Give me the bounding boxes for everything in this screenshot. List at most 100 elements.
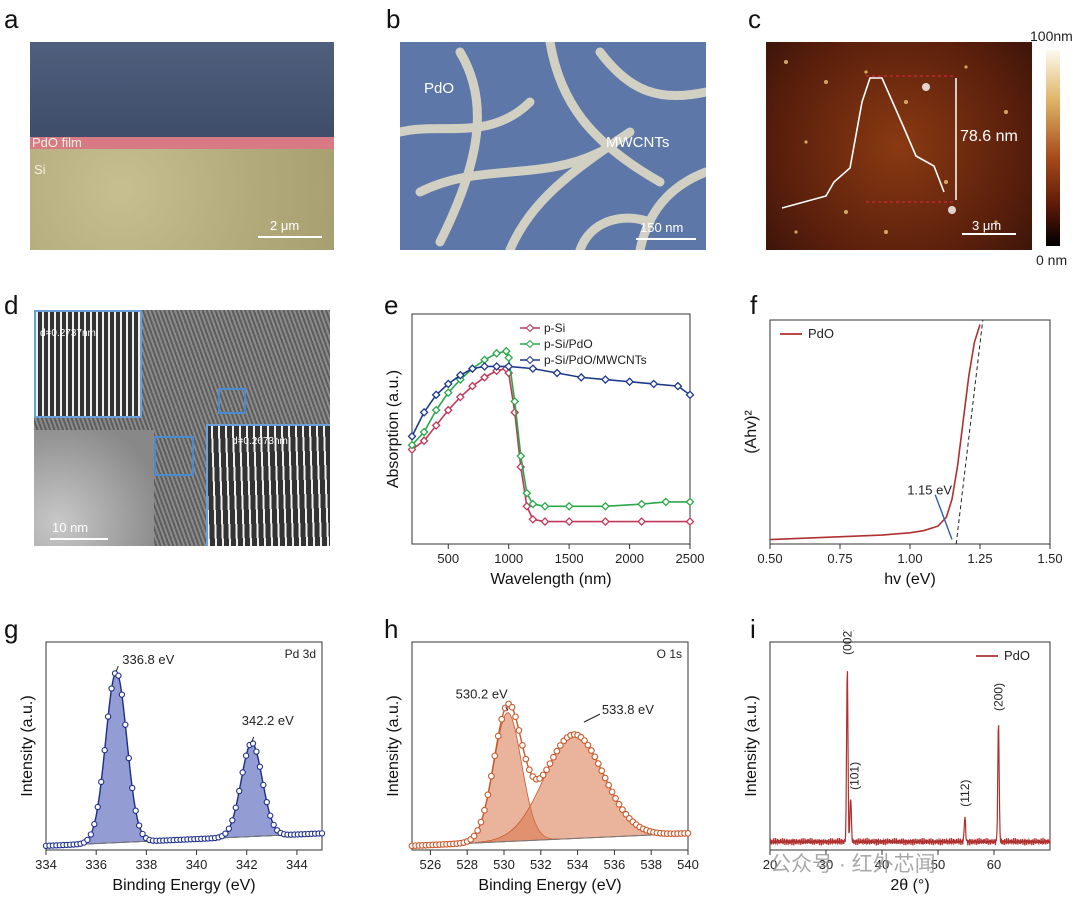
data-point — [256, 763, 264, 770]
colorbar-max-label: 100nm — [1030, 28, 1073, 44]
data-point — [591, 753, 599, 761]
data-point — [407, 440, 417, 450]
data-point — [132, 807, 139, 814]
data-point — [122, 721, 129, 728]
data-point — [125, 754, 132, 762]
data-point — [608, 788, 616, 796]
scale-bar-label: 2 μm — [270, 218, 300, 233]
data-point — [525, 766, 533, 774]
x-tick-label: 50 — [931, 857, 945, 872]
data-point — [594, 760, 602, 767]
peak-label: (112) — [958, 780, 972, 807]
data-point — [94, 803, 101, 811]
data-point — [501, 704, 509, 712]
data-point — [455, 392, 465, 402]
tangent-line — [955, 319, 984, 545]
x-tick-label: 344 — [286, 857, 308, 872]
data-point — [492, 348, 502, 358]
data-point — [600, 501, 610, 511]
data-point — [546, 760, 554, 768]
data-point — [550, 753, 557, 761]
data-point — [601, 774, 609, 782]
amorphous-region — [34, 430, 154, 546]
data-point — [625, 377, 634, 387]
data-point — [455, 370, 465, 380]
watermark: 公众号 · 红外芯闻 — [770, 853, 936, 876]
legend-marker — [525, 323, 535, 333]
data-point — [552, 368, 562, 378]
data-point — [487, 772, 495, 780]
data-point — [543, 766, 550, 774]
x-tick-label: 2500 — [676, 551, 705, 566]
data-point — [501, 346, 511, 356]
pdo-film-band — [30, 137, 334, 149]
data-point — [637, 517, 647, 526]
data-point — [673, 381, 683, 391]
data-point — [249, 740, 257, 747]
data-point — [581, 737, 588, 744]
peak-label: (200) — [991, 683, 1005, 711]
data-point — [564, 517, 574, 526]
x-tick-label: 0.75 — [827, 551, 852, 566]
chart-f-tauc-plot: 0.50 0.75 1.00 1.25 1.50 hv (eV) (Ahv)² 1.15 eV… — [743, 319, 1063, 588]
x-tick-label: 20 — [763, 857, 777, 872]
data-point — [481, 806, 488, 814]
data-point — [649, 379, 659, 389]
data-point — [431, 405, 441, 415]
x-tick-label: 338 — [136, 857, 158, 872]
data-point — [605, 781, 612, 789]
x-tick-label: 526 — [420, 857, 442, 872]
panel-letter-h: h — [384, 614, 399, 644]
data-point — [540, 517, 550, 526]
legend-label: PdO — [808, 326, 834, 341]
data-point — [685, 497, 695, 507]
nanotube-texture — [400, 42, 706, 250]
data-point — [242, 752, 250, 759]
data-point — [576, 372, 586, 382]
x-tick-label: 1500 — [555, 551, 584, 566]
x-tick-label: 60 — [987, 857, 1001, 872]
peak-arrow — [251, 736, 255, 743]
pdo-label: PdO — [424, 80, 455, 97]
data-point — [229, 817, 236, 824]
x-tick-label: 534 — [567, 857, 589, 872]
data-point — [407, 431, 417, 441]
x-tick-label: 536 — [604, 857, 626, 872]
data-point — [91, 821, 98, 828]
x-tick-label: 1.50 — [1037, 551, 1062, 566]
data-point — [510, 396, 520, 406]
data-point — [431, 390, 441, 400]
data-point — [232, 804, 239, 811]
x-axis-label: Binding Energy (eV) — [112, 877, 255, 894]
mwcnts-label: MWCNTs — [606, 134, 670, 151]
data-point — [468, 381, 477, 391]
peak-label: 342.2 eV — [242, 713, 294, 728]
x-tick-label: 538 — [640, 857, 662, 872]
data-point — [522, 755, 530, 763]
x-tick-label: 1.25 — [967, 551, 992, 566]
x-axis-label: Wavelength (nm) — [490, 571, 611, 588]
x-axis-label: Binding Energy (eV) — [478, 877, 621, 894]
panel-letter-f: f — [750, 290, 758, 320]
x-tick-label: 336 — [85, 857, 107, 872]
x-axis-label: hv (eV) — [884, 571, 936, 588]
d-spacing-1-label: d=0.2737nm — [40, 328, 96, 339]
data-point — [139, 830, 146, 838]
x-tick-label: 40 — [875, 857, 889, 872]
scale-bar-label: 10 nm — [52, 520, 89, 535]
data-point — [491, 752, 499, 760]
box-2 — [154, 436, 194, 476]
data-point — [619, 806, 626, 813]
data-point — [222, 830, 229, 837]
data-point — [443, 379, 453, 389]
data-point — [270, 821, 277, 829]
colorbar-min-label: 0 nm — [1036, 252, 1068, 268]
legend-label: p-Si/PdO/MWCNTs — [544, 353, 647, 367]
data-point — [239, 769, 246, 776]
data-point — [225, 825, 232, 832]
data-point — [419, 427, 429, 437]
data-point — [236, 787, 243, 795]
data-point — [508, 703, 516, 711]
series-line — [769, 671, 1051, 846]
data-point — [87, 831, 94, 838]
